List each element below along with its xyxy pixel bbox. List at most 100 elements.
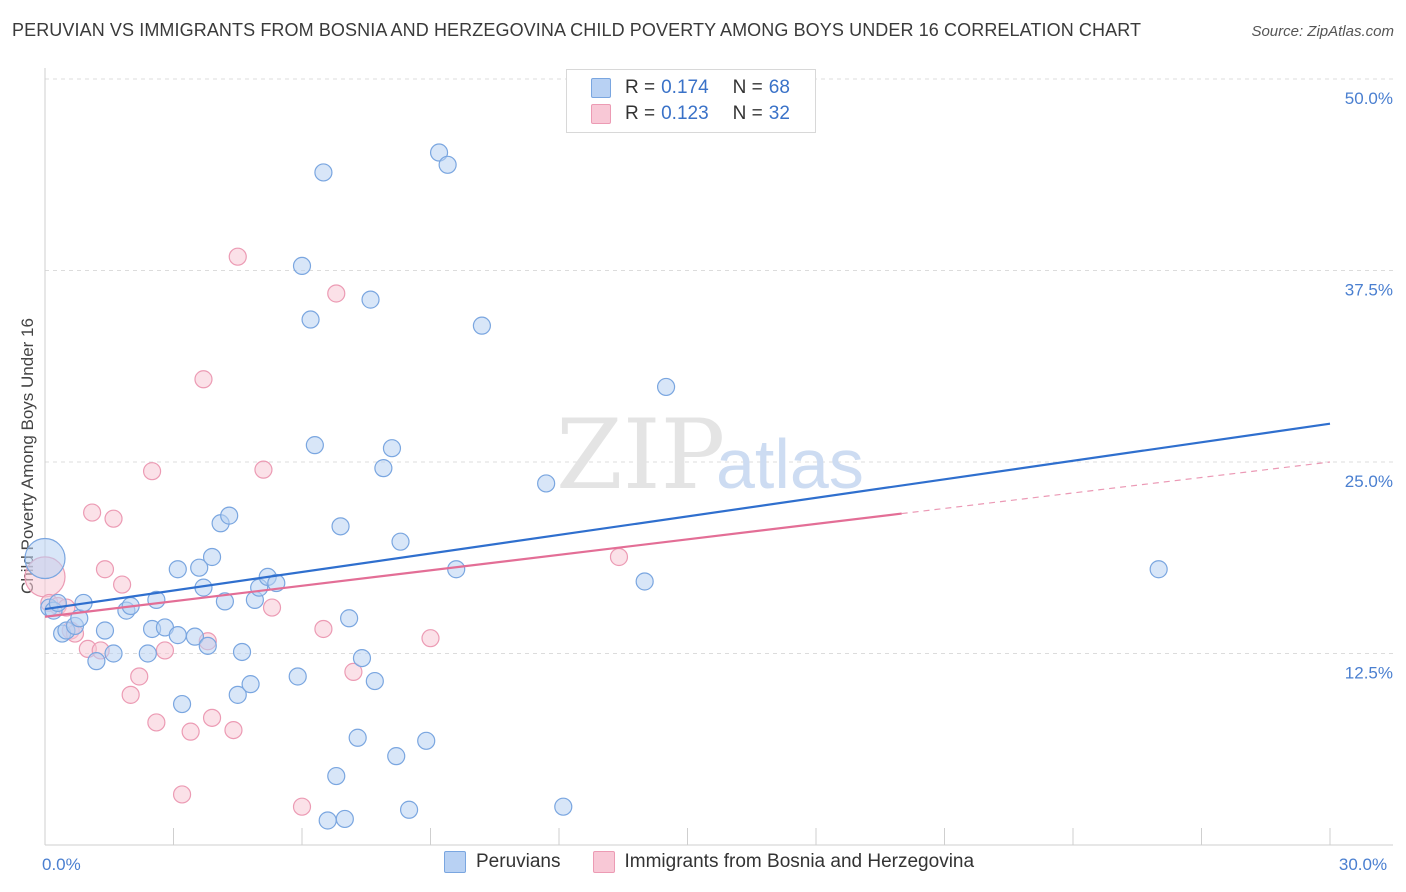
peruvians-point[interactable] <box>190 558 209 577</box>
peruvians-point[interactable] <box>215 592 234 611</box>
peruvians-point[interactable] <box>202 547 222 567</box>
legend-swatch-peruvians <box>444 851 466 873</box>
immigrants-point[interactable] <box>254 460 273 479</box>
legend-item-peruvians[interactable]: Peruvians <box>444 851 561 873</box>
immigrants-point[interactable] <box>83 503 102 522</box>
immigrants-point[interactable] <box>130 667 149 686</box>
peruvians-point[interactable] <box>241 675 260 694</box>
immigrants-point[interactable] <box>228 247 247 266</box>
immigrants-point[interactable] <box>172 785 192 804</box>
peruvians-point[interactable] <box>305 436 324 455</box>
peruvians-point[interactable] <box>292 256 312 276</box>
legend-n-value: 32 <box>768 103 790 124</box>
x-tick-label: 0.0% <box>42 855 81 874</box>
peruvians-point[interactable] <box>382 439 402 458</box>
y-tick-label: 50.0% <box>1345 89 1393 108</box>
immigrants-point[interactable] <box>104 509 123 528</box>
peruvians-point[interactable] <box>365 671 384 691</box>
immigrants-trend-line-extension <box>901 461 1331 515</box>
y-tick-label: 25.0% <box>1345 472 1393 491</box>
correlation-legend: R = 0.174 N = 68 R = 0.123 N = 32 <box>566 69 816 133</box>
peruvians-point[interactable] <box>352 648 372 668</box>
peruvians-point[interactable] <box>198 636 217 655</box>
immigrants-point[interactable] <box>147 713 166 732</box>
peruvians-point[interactable] <box>95 621 115 640</box>
peruvians-point[interactable] <box>24 537 66 580</box>
immigrants-point[interactable] <box>314 619 333 639</box>
peruvians-point[interactable] <box>348 728 367 747</box>
immigrants-point[interactable] <box>121 685 140 704</box>
peruvians-point[interactable] <box>172 694 192 714</box>
peruvians-point[interactable] <box>335 809 354 829</box>
peruvians-point[interactable] <box>361 290 380 309</box>
legend-r-value: 0.174 <box>661 77 709 98</box>
immigrants-point[interactable] <box>181 722 200 741</box>
gridlines <box>45 78 1393 654</box>
peruvians-point[interactable] <box>635 572 654 591</box>
peruvians-point[interactable] <box>185 627 205 646</box>
legend-row-immigrants: R = 0.123 N = 32 <box>591 102 790 126</box>
legend-r-label: R = <box>625 77 656 98</box>
peruvians-point[interactable] <box>472 316 491 335</box>
immigrants-point[interactable] <box>292 797 312 816</box>
y-tick-label: 37.5% <box>1345 281 1393 300</box>
peruvians-point[interactable] <box>340 609 359 628</box>
legend-item-immigrants[interactable]: Immigrants from Bosnia and Herzegovina <box>592 851 975 873</box>
peruvians-point[interactable] <box>374 459 393 478</box>
legend-n-value: 68 <box>768 77 790 98</box>
immigrants-point[interactable] <box>155 641 175 660</box>
immigrants-point[interactable] <box>421 629 440 648</box>
x-tick-label: 30.0% <box>1339 855 1387 874</box>
legend-n-label: N = <box>732 77 763 98</box>
peruvians-point[interactable] <box>438 155 457 174</box>
series-immigrants-points <box>24 247 629 816</box>
immigrants-point[interactable] <box>609 547 629 567</box>
legend-label-immigrants: Immigrants from Bosnia and Herzegovina <box>624 851 975 872</box>
peruvians-point[interactable] <box>327 766 346 786</box>
legend-swatch-immigrants <box>591 104 611 124</box>
peruvians-point[interactable] <box>138 644 157 663</box>
peruvians-point[interactable] <box>391 532 410 551</box>
peruvians-point[interactable] <box>331 517 350 536</box>
immigrants-point[interactable] <box>344 662 363 681</box>
peruvians-point[interactable] <box>220 506 239 525</box>
axes <box>44 68 1393 846</box>
peruvians-point[interactable] <box>168 560 187 579</box>
peruvians-point[interactable] <box>104 644 123 663</box>
immigrants-point[interactable] <box>112 575 132 594</box>
legend-row-peruvians: R = 0.174 N = 68 <box>591 76 790 100</box>
peruvians-point[interactable] <box>314 163 333 182</box>
immigrants-trend-line <box>44 512 902 618</box>
legend-label-peruvians: Peruvians <box>476 851 561 872</box>
peruvians-point[interactable] <box>87 652 106 671</box>
peruvians-point[interactable] <box>447 560 466 579</box>
peruvians-trend-line <box>44 422 1331 611</box>
peruvians-point[interactable] <box>228 685 247 704</box>
y-tick-labels: 12.5% 25.0% 37.5% 50.0% <box>1345 89 1393 683</box>
peruvians-point[interactable] <box>288 667 307 686</box>
peruvians-point[interactable] <box>232 642 252 662</box>
legend-n-label: N = <box>732 103 763 124</box>
immigrants-point[interactable] <box>262 598 282 617</box>
trend-lines <box>44 422 1331 618</box>
peruvians-point[interactable] <box>417 731 436 750</box>
immigrants-point[interactable] <box>142 462 162 481</box>
peruvians-point[interactable] <box>554 797 573 816</box>
watermark-zip: ZIP <box>556 399 725 511</box>
series-legend: Peruvians Immigrants from Bosnia and Her… <box>444 851 1006 873</box>
peruvians-point[interactable] <box>1149 560 1168 579</box>
peruvians-point[interactable] <box>387 747 406 766</box>
legend-r-label: R = <box>625 103 656 124</box>
peruvians-point[interactable] <box>318 811 337 830</box>
immigrants-point[interactable] <box>95 560 115 579</box>
peruvians-point[interactable] <box>399 800 419 819</box>
peruvians-point[interactable] <box>537 474 556 493</box>
peruvians-point[interactable] <box>656 377 676 397</box>
immigrants-point[interactable] <box>224 720 243 740</box>
peruvians-point[interactable] <box>301 310 320 329</box>
immigrants-point[interactable] <box>202 708 222 727</box>
immigrants-point[interactable] <box>327 284 346 303</box>
y-tick-label: 12.5% <box>1345 664 1393 683</box>
immigrants-point[interactable] <box>194 370 213 389</box>
peruvians-point[interactable] <box>168 626 187 645</box>
